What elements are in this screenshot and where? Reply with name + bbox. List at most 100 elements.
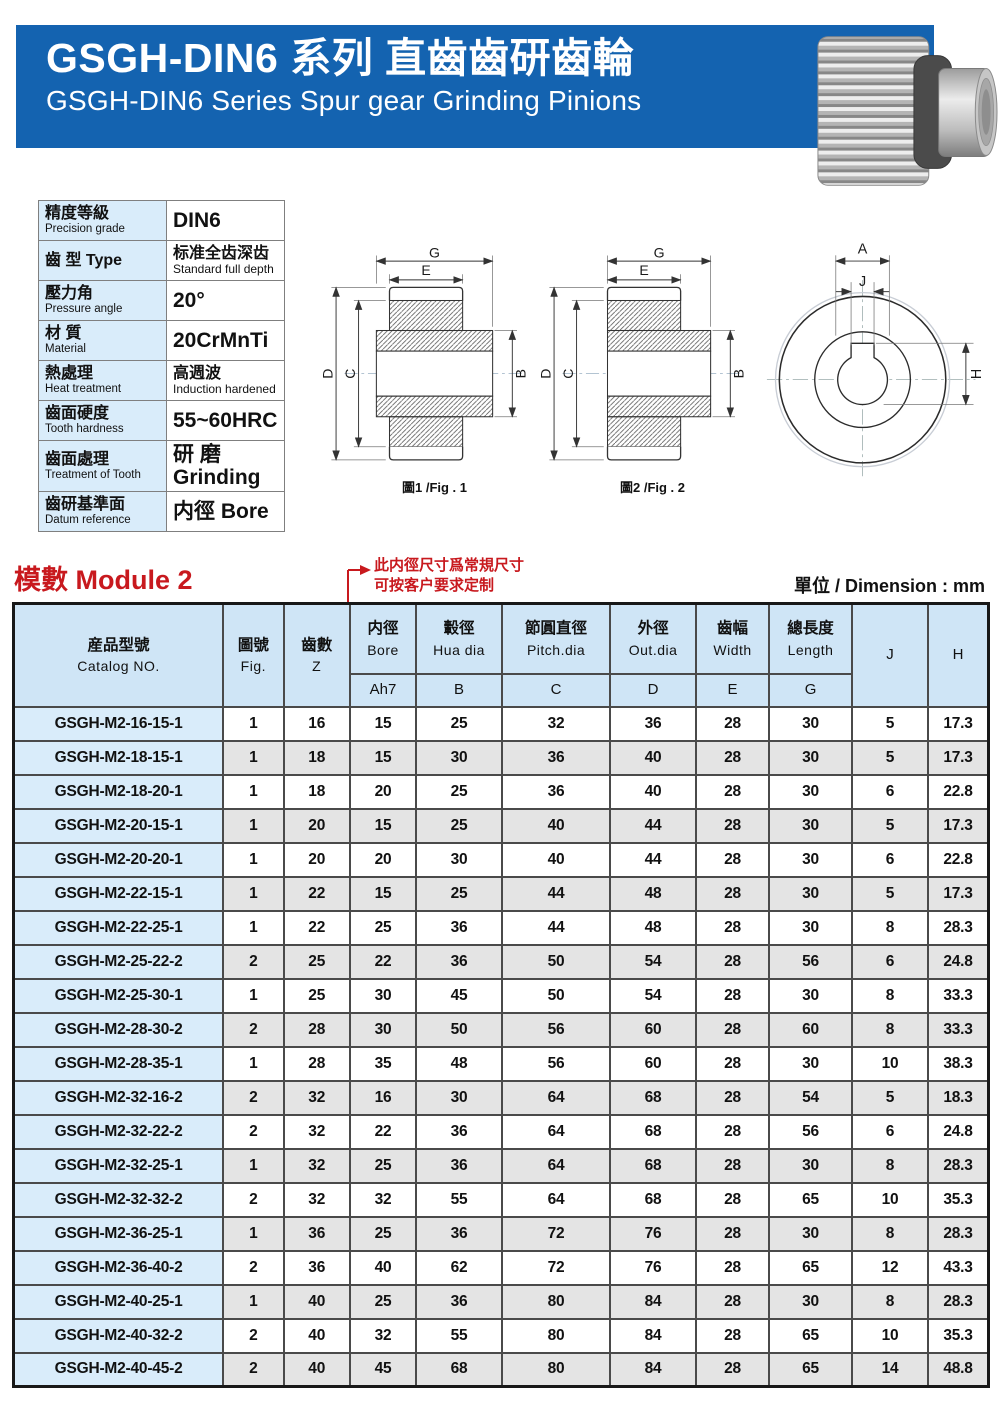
z-cell: 20 [282, 807, 351, 844]
col-header-width: 齒幅 Width [694, 602, 771, 675]
out-dia-cell: 76 [609, 1215, 697, 1252]
pitch-dia-cell: 50 [500, 977, 612, 1014]
page-subtitle: GSGH-DIN6 Series Spur gear Grinding Pini… [46, 85, 642, 117]
table-row: GSGH-M2-32-16-2 2 32 16 30 64 68 28 54 5… [12, 1079, 990, 1116]
catalog-table-body: GSGH-M2-16-15-1 1 16 15 25 32 36 28 30 5… [12, 705, 990, 1388]
fig-cell: 1 [222, 1045, 285, 1082]
bore-cell: 22 [348, 943, 418, 980]
spec-value-cell: 研 磨Grinding [166, 439, 285, 493]
h-cell: 17.3 [927, 807, 990, 844]
out-dia-cell: 68 [609, 1181, 697, 1218]
fig2-dim-e: E [639, 262, 648, 278]
z-cell: 40 [282, 1283, 351, 1320]
table-row: GSGH-M2-16-15-1 1 16 15 25 32 36 28 30 5… [12, 705, 990, 742]
pitch-dia-cell: 40 [500, 841, 612, 878]
catalog-number-cell: GSGH-M2-16-15-1 [12, 705, 225, 742]
col-header-hub: 轂徑 Hua dia [415, 602, 503, 675]
fig2-drawing: G E D C B 圖2 /Fig . 2 [540, 246, 765, 496]
out-dia-cell: 84 [609, 1317, 697, 1354]
spec-label-cell: 齒面硬度 Tooth hardness [38, 400, 167, 441]
fig1-dim-d: D [322, 369, 335, 379]
h-cell: 17.3 [927, 875, 990, 912]
h-cell: 28.3 [927, 1147, 990, 1184]
z-cell: 22 [282, 875, 351, 912]
z-cell: 32 [282, 1113, 351, 1150]
fig1-dim-e: E [421, 262, 430, 278]
table-row: GSGH-M2-25-30-1 1 25 30 45 50 54 28 30 8… [12, 977, 990, 1014]
z-cell: 40 [282, 1317, 351, 1354]
bore-note-line2: 可按客户要求定制 [374, 577, 495, 595]
out-dia-cell: 44 [609, 807, 697, 844]
h-cell: 35.3 [927, 1317, 990, 1354]
table-row: GSGH-M2-22-15-1 1 22 15 25 44 48 28 30 5… [12, 875, 990, 912]
fig-cell: 2 [222, 1249, 285, 1286]
width-cell: 28 [694, 1215, 771, 1252]
hub-dia-cell: 25 [415, 875, 503, 912]
bore-cell: 15 [348, 739, 418, 776]
fig1-dim-c: C [342, 369, 358, 379]
out-dia-cell: 44 [609, 841, 697, 878]
bore-cell: 25 [348, 1215, 418, 1252]
spec-row: 精度等級 Precision grade DIN6 [38, 200, 285, 241]
front-view-drawing: A J H [765, 240, 985, 482]
catalog-table-head: 産品型號 Catalog NO. 圖號 Fig. 齒數 Z 内徑 Bore 轂徑… [12, 602, 990, 708]
bore-cell: 20 [348, 773, 418, 810]
col-header-j: J [850, 602, 930, 708]
table-row: GSGH-M2-25-22-2 2 25 22 36 50 54 28 56 6… [12, 943, 990, 980]
j-cell: 5 [850, 705, 930, 742]
spec-value-main: 标准全齿深齿 [173, 245, 270, 263]
pitch-dia-cell: 36 [500, 773, 612, 810]
catalog-number-cell: GSGH-M2-32-32-2 [12, 1181, 225, 1218]
pitch-dia-cell: 80 [500, 1283, 612, 1320]
col-header-bore: 内徑 Bore [348, 602, 418, 675]
spec-value-cell: 标准全齿深齿 Standard full depth [166, 240, 285, 281]
bore-note-line1: 此内徑尺寸爲常規尺寸 [374, 557, 525, 574]
spec-label-en: Heat treatment [45, 383, 122, 396]
spec-label-cjk: 齒面處理 [45, 450, 110, 468]
col-header-z: 齒數 Z [282, 602, 351, 708]
length-cell: 30 [768, 1215, 853, 1252]
spec-value-main: 20CrMnTi [173, 328, 269, 352]
z-cell: 18 [282, 773, 351, 810]
h-cell: 38.3 [927, 1045, 990, 1082]
catalog-number-cell: GSGH-M2-22-15-1 [12, 875, 225, 912]
h-cell: 17.3 [927, 705, 990, 742]
spec-value-cell: 20° [166, 280, 285, 321]
front-dim-a: A [858, 241, 868, 257]
pitch-dia-cell: 50 [500, 943, 612, 980]
bore-cell: 30 [348, 1011, 418, 1048]
col-header-out: 外徑 Out.dia [609, 602, 697, 675]
spec-label-cell: 壓力角 Pressure angle [38, 280, 167, 321]
length-cell: 56 [768, 1113, 853, 1150]
length-cell: 65 [768, 1181, 853, 1218]
fig1-svg: G E D C B [322, 246, 528, 461]
hub-dia-cell: 30 [415, 841, 503, 878]
table-row: GSGH-M2-22-25-1 1 22 25 36 44 48 28 30 8… [12, 909, 990, 946]
width-cell: 28 [694, 1011, 771, 1048]
z-cell: 32 [282, 1079, 351, 1116]
spec-label-cell: 齒面處理 Treatment of Tooth [38, 439, 167, 493]
fig2-dim-d: D [540, 369, 553, 379]
catalog-number-cell: GSGH-M2-40-32-2 [12, 1317, 225, 1354]
catalog-number-cell: GSGH-M2-32-22-2 [12, 1113, 225, 1150]
table-row: GSGH-M2-32-32-2 2 32 32 55 64 68 28 65 1… [12, 1181, 990, 1218]
catalog-number-cell: GSGH-M2-40-45-2 [12, 1351, 225, 1388]
j-cell: 8 [850, 1147, 930, 1184]
page-title: GSGH-DIN6 系列 直齒齒研齒輪 [46, 35, 635, 81]
fig-cell: 2 [222, 943, 285, 980]
bore-cell: 15 [348, 807, 418, 844]
pitch-dia-cell: 80 [500, 1317, 612, 1354]
out-dia-cell: 60 [609, 1045, 697, 1082]
fig1-caption: 圖1 /Fig . 1 [401, 480, 467, 495]
width-cell: 28 [694, 1317, 771, 1354]
spec-value-sub: Standard full depth [173, 261, 274, 276]
length-cell: 30 [768, 909, 853, 946]
catalog-number-cell: GSGH-M2-25-30-1 [12, 977, 225, 1014]
hub-dia-cell: 36 [415, 1215, 503, 1252]
hub-dia-cell: 36 [415, 1113, 503, 1150]
width-cell: 28 [694, 1351, 771, 1388]
fig-cell: 2 [222, 1011, 285, 1048]
pitch-dia-cell: 40 [500, 807, 612, 844]
out-dia-cell: 54 [609, 977, 697, 1014]
